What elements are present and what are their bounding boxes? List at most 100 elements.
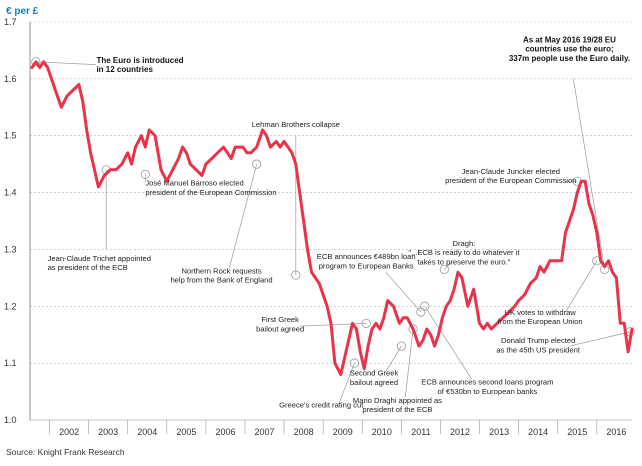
annotation-leader — [565, 260, 598, 313]
x-tick-label: 2009 — [333, 427, 353, 437]
x-tick-label: 2015 — [567, 427, 587, 437]
annotation-leader — [424, 306, 473, 380]
annotation-label: UK votes to withdraw from the European Un… — [498, 308, 583, 326]
annotation-line: Jean-Claude Trichet appointed — [48, 254, 151, 263]
annotation-marker — [396, 341, 406, 351]
unit-label: € per £ — [6, 6, 39, 17]
annotation-line: bailout agreed — [350, 378, 398, 387]
y-tick-label: 1.1 — [4, 358, 17, 368]
annotation-label: Dragh: "...ECB is ready to do whatever it… — [408, 239, 520, 266]
annotation-leader — [338, 363, 355, 405]
annotation-leader — [569, 331, 631, 347]
annotation-label: Donald Trump elected as the 45th US presi… — [496, 336, 580, 354]
annotation-marker — [252, 159, 262, 169]
annotation-label: Greece's credit rating cut — [279, 400, 364, 409]
y-tick-label: 1.6 — [4, 74, 17, 84]
annotation-line: First Greek — [261, 315, 299, 324]
annotation-line: bailout agreed — [256, 324, 304, 333]
annotation-line: of €530bn to European banks — [438, 387, 538, 396]
annotation-line: Second Greek — [350, 369, 399, 378]
annotation-line: president of the ECB — [362, 405, 432, 414]
x-tick-label: 2014 — [528, 427, 548, 437]
annotation-marker — [291, 270, 301, 280]
annotation-line: countries use the euro; — [525, 45, 613, 54]
axis-layer: 1.0 1.1 1.2 1.3 1.4 1.5 1.6 1.7 2002 2003 2004 2005… — [4, 17, 626, 437]
annotation-line: Donald Trump elected — [501, 336, 575, 345]
annotation-line: ECB announces €489bn loan — [317, 252, 416, 261]
annotation-line: president of the European Commission — [145, 188, 276, 197]
annotation-line: The Euro is introduced — [96, 56, 183, 65]
annotation-leader — [573, 78, 605, 270]
annotation-line: from the European Union — [498, 317, 583, 326]
x-tick-label: 2012 — [450, 427, 470, 437]
annotation-marker — [439, 264, 449, 274]
annotation-label: ECB announces second loans program of €53… — [421, 378, 553, 396]
annotation-line: Dragh: — [453, 239, 476, 248]
annotation-line: ECB announces second loans program — [421, 378, 553, 387]
annotation-line: Jean-Claude Juncker elected — [462, 167, 560, 176]
grid-layer — [30, 21, 632, 421]
annotation-leader — [385, 271, 422, 313]
exchange-rate-line — [30, 60, 634, 376]
annotation-label: The Euro is introduced in 12 countries — [96, 56, 183, 74]
x-tick-label: 2013 — [489, 427, 509, 437]
annotation-leader — [385, 345, 402, 372]
annotation-line: UK votes to withdraw — [504, 308, 576, 317]
series-layer — [30, 60, 634, 376]
source-label: Source: Knight Frank Research — [6, 447, 125, 457]
y-tick-label: 1.0 — [4, 415, 17, 425]
annotation-label: Jean-Claude Trichet appointed as presiden… — [48, 254, 151, 272]
annotation-line: president of the European Commission — [445, 176, 576, 185]
annotation-line: takes to preserve the euro." — [417, 257, 510, 266]
annotation-label: Jean-Claude Juncker elected president of … — [445, 167, 576, 185]
annotation-line: Northern Rock requests — [181, 266, 261, 275]
x-tick-label: 2011 — [411, 427, 430, 437]
annotation-line: José Manuel Barroso elected — [145, 179, 243, 188]
annotation-line: Lehman Brothers collapse — [252, 120, 340, 129]
y-tick-label: 1.4 — [4, 188, 17, 198]
annotation-label: Northern Rock requests help from the Bank… — [170, 266, 272, 284]
x-tick-label: 2003 — [98, 427, 118, 437]
annotation-line: as the 45th US president — [496, 345, 580, 354]
x-tick-label: 2007 — [255, 427, 275, 437]
annotation-line: 337m people use the Euro daily. — [509, 54, 630, 63]
x-tick-label: 2008 — [294, 427, 314, 437]
annotation-label: ECB announces €489bn loan program to Euro… — [317, 252, 416, 270]
x-tick-label: 2002 — [59, 427, 79, 437]
x-tick-label: 2016 — [606, 427, 626, 437]
x-tick-label: 2006 — [215, 427, 235, 437]
y-tick-label: 1.3 — [4, 244, 17, 254]
annotation-leader — [404, 328, 414, 398]
annotation-label: Mario Draghi appointed as president of th… — [353, 396, 442, 414]
annotation-line: program to European Banks — [319, 261, 414, 270]
annotation-line: in 12 countries — [96, 65, 153, 74]
annotation-labels: The Euro is introduced in 12 countries Jos… — [48, 35, 630, 414]
annotation-leader — [229, 164, 258, 268]
annotation-label: José Manuel Barroso elected president of … — [145, 179, 276, 197]
annotation-marker — [140, 169, 150, 179]
annotation-line: "...ECB is ready to do whatever it — [408, 248, 520, 257]
annotation-marker — [420, 301, 430, 311]
y-tick-label: 1.2 — [4, 301, 17, 311]
annotation-marker — [349, 358, 360, 368]
annotation-label: First Greek bailout agreed — [256, 315, 304, 333]
annotation-label: Second Greek bailout agreed — [350, 369, 399, 387]
annotation-leader — [444, 261, 453, 270]
annotation-label: As at May 2016 19/28 EU countries use the… — [509, 35, 630, 62]
annotation-line: as president of the ECB — [48, 263, 128, 272]
annotation-marker — [31, 57, 41, 67]
y-tick-label: 1.5 — [4, 131, 17, 141]
x-tick-label: 2005 — [176, 427, 196, 437]
x-tick-label: 2010 — [372, 427, 392, 437]
annotation-line: help from the Bank of England — [170, 276, 272, 285]
annotation-leader — [299, 322, 367, 327]
x-tick-label: 2004 — [137, 427, 157, 437]
annotation-line: As at May 2016 19/28 EU — [523, 35, 616, 44]
annotation-marker — [361, 318, 371, 328]
annotation-label: Lehman Brothers collapse — [252, 120, 340, 129]
y-tick-label: 1.7 — [4, 17, 17, 27]
annotation-line: Mario Draghi appointed as — [353, 396, 442, 405]
annotation-line: Greece's credit rating cut — [279, 400, 364, 409]
